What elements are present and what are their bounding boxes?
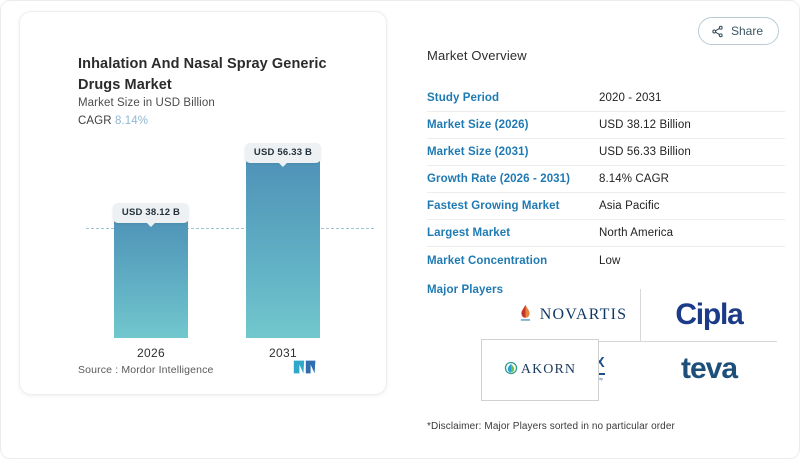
table-row: Market Size (2026) USD 38.12 Billion — [427, 112, 785, 139]
row-value: 2020 - 2031 — [599, 92, 662, 104]
teva-logo: teva — [680, 351, 738, 385]
novartis-flame-icon — [518, 304, 533, 327]
bar-chart-plot: USD 38.12 B USD 56.33 B 2026 2031 — [38, 132, 374, 360]
major-players-logo-grid: NOVARTIS Cipla APOTEX Innovating for pat… — [505, 289, 777, 395]
chart-source-row: Source : Mordor Intelligence — [78, 360, 356, 376]
bar-value-label-2031: USD 56.33 B — [244, 143, 322, 167]
share-button-label: Share — [730, 24, 763, 38]
akorn-droplet-icon — [504, 361, 518, 380]
row-label: Growth Rate (2026 - 2031) — [427, 173, 571, 185]
table-row: Fastest Growing Market Asia Pacific — [427, 193, 785, 220]
player-cell-cipla[interactable]: Cipla — [641, 289, 777, 342]
row-value: Asia Pacific — [599, 200, 660, 212]
row-value: North America — [599, 227, 674, 239]
chart-subtitle: Market Size in USD Billion — [78, 97, 215, 109]
major-players-heading: Major Players — [427, 284, 504, 296]
table-row: Largest Market North America — [427, 220, 785, 247]
table-row: Market Concentration Low — [427, 247, 785, 274]
reference-dashed-line — [86, 228, 374, 229]
row-value: Low — [599, 254, 621, 267]
row-label: Market Size (2026) — [427, 119, 529, 131]
x-axis-tick-2026: 2026 — [137, 346, 165, 360]
mordor-intelligence-logo — [293, 359, 317, 375]
akorn-logo: AKORN — [504, 361, 576, 380]
row-label: Market Size (2031) — [427, 146, 529, 158]
players-disclaimer: *Disclaimer: Major Players sorted in no … — [427, 421, 675, 432]
row-label: Study Period — [427, 92, 500, 104]
row-value: 8.14% CAGR — [599, 173, 670, 185]
player-cell-akorn[interactable]: AKORN — [481, 339, 599, 401]
source-text: Source : Mordor Intelligence — [78, 364, 214, 376]
chart-cagr-line: CAGR 8.14% — [78, 115, 148, 127]
table-row: Study Period 2020 - 2031 — [427, 85, 785, 112]
player-cell-novartis[interactable]: NOVARTIS — [505, 289, 641, 342]
chart-card: Inhalation And Nasal Spray Generic Drugs… — [19, 11, 387, 395]
cagr-value: 8.14% — [114, 115, 149, 127]
market-overview-title: Market Overview — [427, 48, 527, 63]
akorn-wordmark: AKORN — [520, 362, 577, 377]
bar-2031[interactable] — [246, 152, 320, 338]
x-axis-tick-2031: 2031 — [269, 346, 297, 360]
row-label: Fastest Growing Market — [427, 200, 560, 212]
market-overview-table: Study Period 2020 - 2031 Market Size (20… — [427, 85, 785, 274]
player-cell-teva[interactable]: teva — [641, 342, 777, 395]
share-button[interactable]: Share — [697, 17, 779, 45]
row-label: Largest Market — [427, 227, 511, 239]
chart-title: Inhalation And Nasal Spray Generic Drugs… — [78, 56, 327, 93]
novartis-logo: NOVARTIS — [518, 304, 627, 327]
bar-2026[interactable] — [114, 212, 188, 338]
market-overview-panel: Share Market Overview Study Period 2020 … — [409, 1, 799, 458]
row-value: USD 56.33 Billion — [599, 146, 691, 158]
cagr-label: CAGR — [78, 115, 112, 127]
row-value: USD 38.12 Billion — [599, 119, 691, 131]
bar-value-label-2026: USD 38.12 B — [112, 203, 190, 227]
novartis-wordmark: NOVARTIS — [539, 306, 628, 323]
share-nodes-icon — [711, 25, 724, 38]
row-label: Market Concentration — [427, 254, 548, 267]
cipla-logo: Cipla — [675, 298, 744, 331]
table-row: Growth Rate (2026 - 2031) 8.14% CAGR — [427, 166, 785, 193]
table-row: Market Size (2031) USD 56.33 Billion — [427, 139, 785, 166]
